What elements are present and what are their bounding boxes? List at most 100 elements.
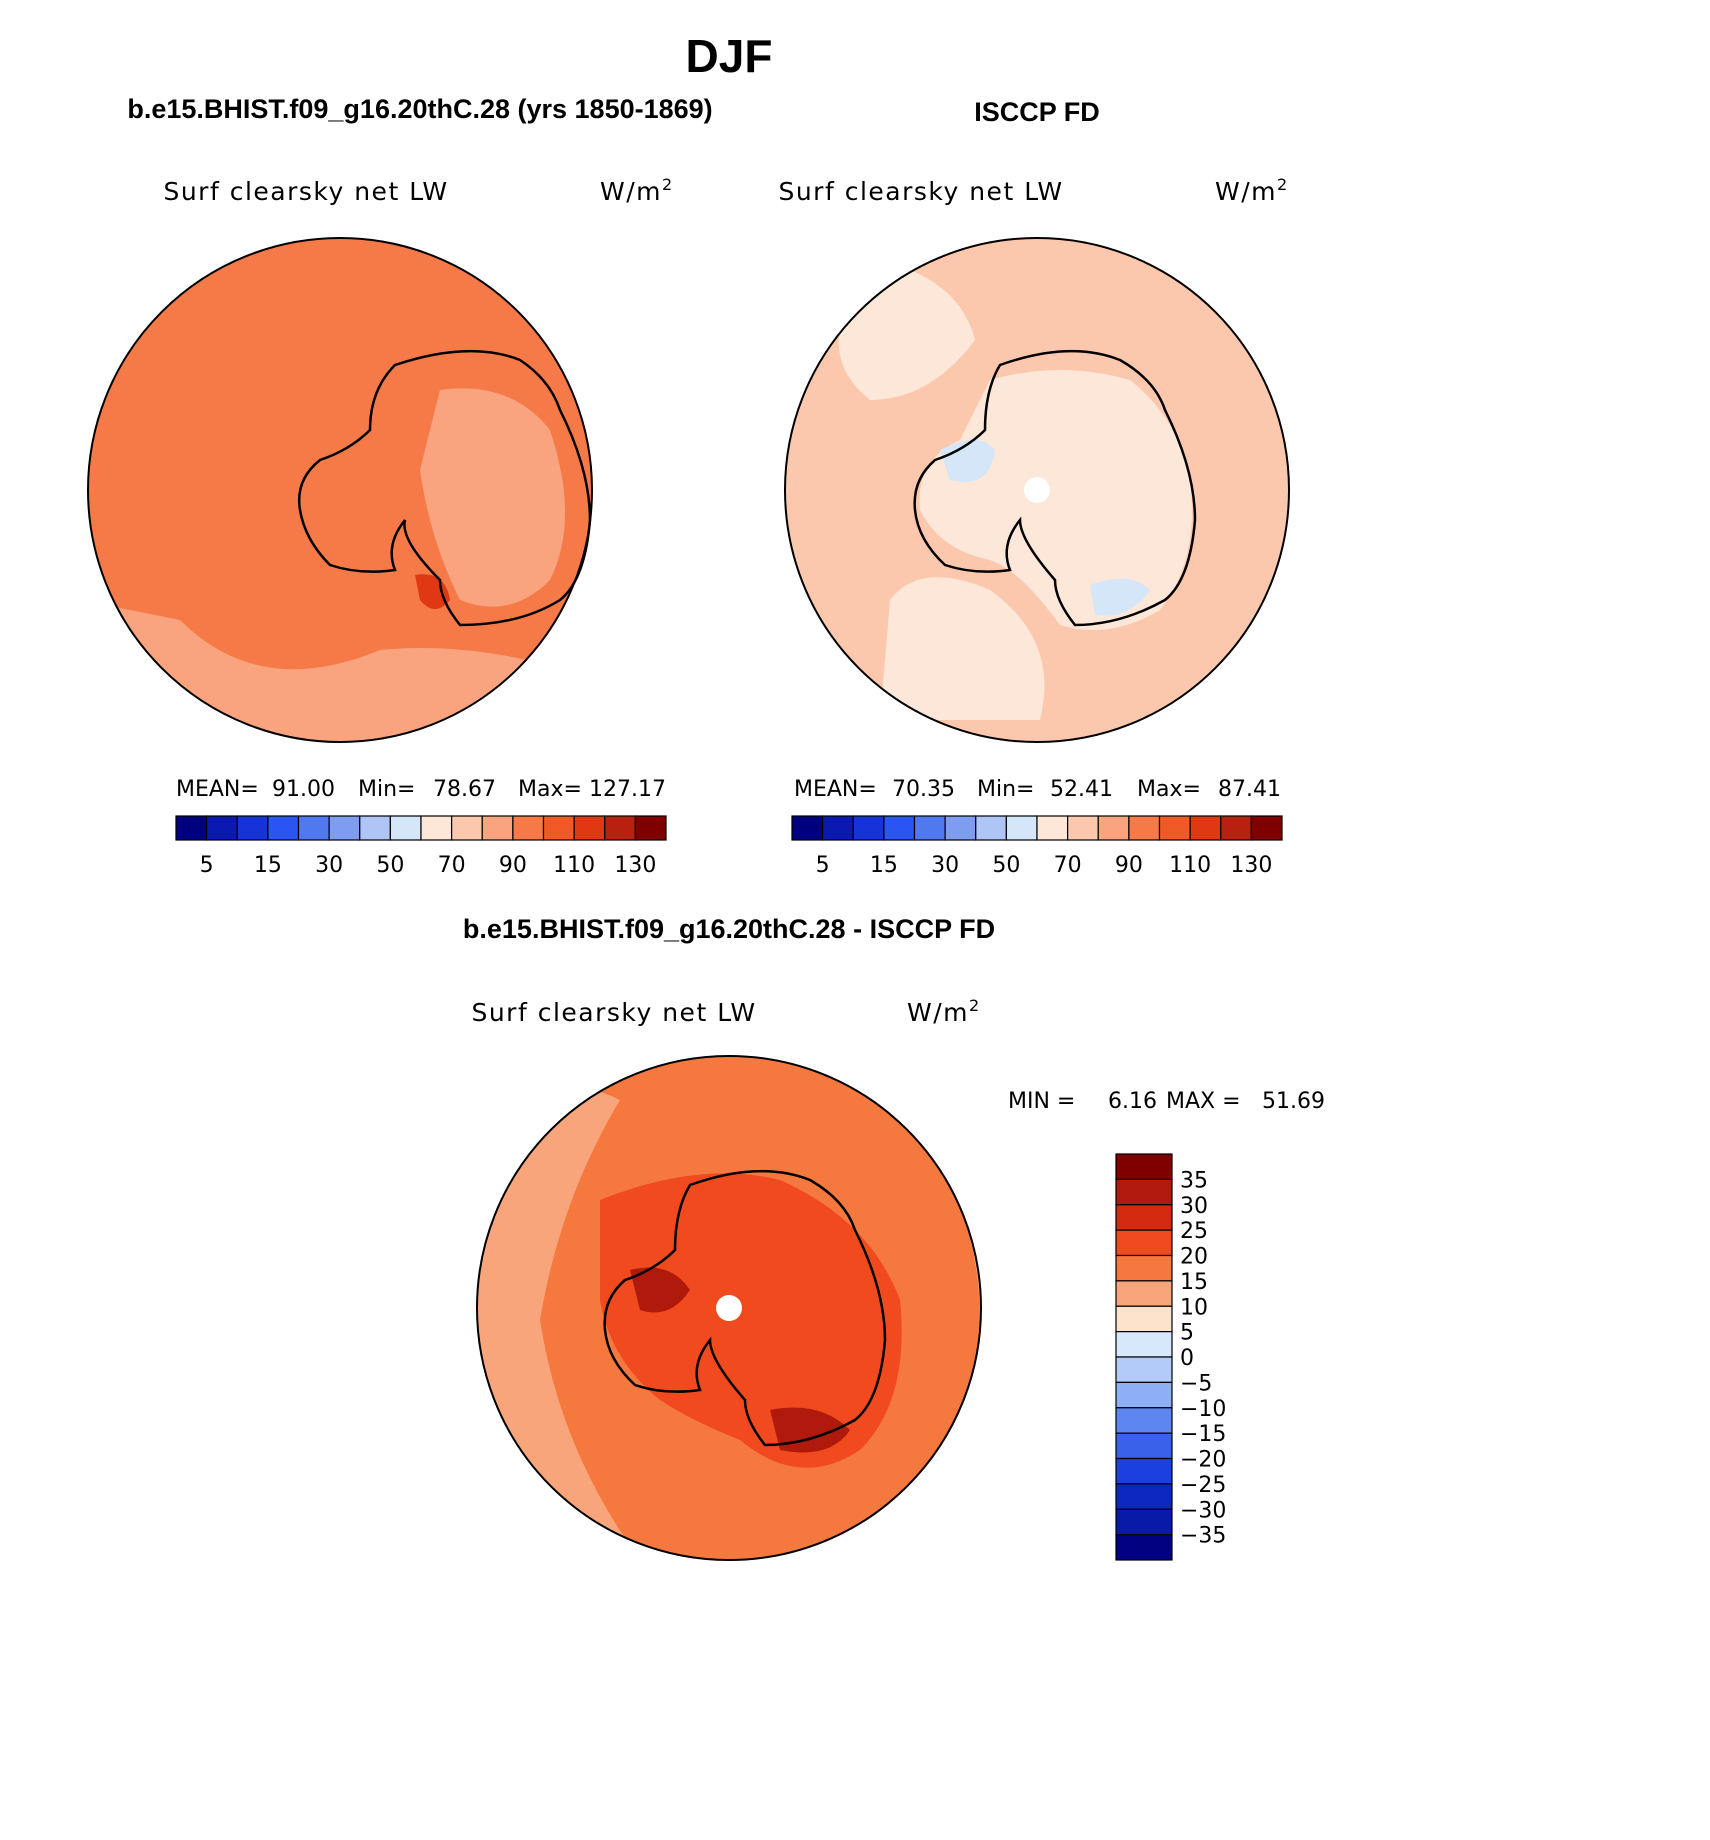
obs-colorbar-box — [1220, 815, 1252, 841]
diff-colorbar-tick-label: 5 — [1180, 1321, 1194, 1346]
model-colorbar-tick-label: 110 — [553, 853, 595, 878]
obs-min-label: Min= — [977, 777, 1034, 802]
obs-map-light-band-2 — [880, 577, 1045, 720]
diff-colorbar-tick-label: 30 — [1180, 1194, 1208, 1219]
diff-colorbar-tick-label: 20 — [1180, 1245, 1208, 1270]
season-title: DJF — [686, 30, 773, 82]
obs-colorbar-box — [1189, 815, 1222, 841]
obs-max-value: 87.41 — [1218, 777, 1281, 802]
obs-colorbar-box — [913, 815, 946, 841]
obs-colorbar-tick-label: 50 — [992, 853, 1020, 878]
model-coastline — [297, 349, 592, 627]
diff-units-label: W/m2 — [907, 996, 981, 1027]
obs-map-cool-patch-1 — [940, 440, 995, 482]
model-title: b.e15.BHIST.f09_g16.20thC.28 (yrs 1850-1… — [127, 94, 712, 124]
obs-colorbar: 5 15 30 50 70 90 110 130 — [791, 815, 1283, 878]
obs-colorbar-box — [1067, 815, 1099, 841]
obs-colorbar-box — [852, 815, 885, 841]
model-map-border — [87, 237, 593, 743]
model-colorbar-box — [359, 815, 391, 841]
obs-colorbar-box — [822, 815, 854, 841]
diff-max-value: 51.69 — [1262, 1089, 1325, 1114]
diff-colorbar-tick-label: −25 — [1180, 1473, 1226, 1498]
obs-colorbar-box — [975, 815, 1007, 841]
diff-colorbar-box — [1115, 1229, 1173, 1257]
model-colorbar-tick-label: 30 — [315, 853, 343, 878]
diff-map — [476, 1055, 982, 1561]
diff-coastline — [603, 1169, 887, 1447]
model-min-value: 78.67 — [433, 777, 496, 802]
model-mean-value: 91.00 — [272, 777, 335, 802]
model-map-interior-patch — [420, 388, 565, 607]
model-mean-label: MEAN= — [176, 777, 259, 802]
obs-colorbar-box — [1250, 815, 1283, 841]
diff-colorbar-box — [1115, 1254, 1173, 1282]
model-colorbar-box — [236, 815, 269, 841]
diff-min-label: MIN = — [1008, 1089, 1075, 1114]
model-variable-label: Surf clearsky net LW — [163, 177, 448, 206]
model-colorbar-tick-label: 70 — [438, 853, 466, 878]
obs-coastline — [913, 349, 1197, 627]
diff-colorbar-box — [1115, 1483, 1173, 1510]
diff-colorbar-box — [1115, 1305, 1173, 1333]
obs-colorbar-tick-label: 130 — [1230, 853, 1272, 878]
obs-colorbar-tick-label: 5 — [816, 853, 830, 878]
obs-units-label: W/m2 — [1215, 175, 1289, 206]
diff-colorbar-tick-label: 0 — [1180, 1346, 1194, 1371]
model-colorbar-tick-label: 130 — [614, 853, 656, 878]
model-colorbar-box — [512, 815, 545, 841]
obs-colorbar-tick-label: 110 — [1169, 853, 1211, 878]
obs-colorbar-box — [1036, 815, 1069, 841]
model-colorbar-box — [297, 815, 330, 841]
diff-title: b.e15.BHIST.f09_g16.20thC.28 - ISCCP FD — [463, 914, 995, 944]
obs-mean-label: MEAN= — [794, 777, 877, 802]
diff-colorbar-tick-label: −5 — [1180, 1371, 1212, 1396]
obs-max-label: Max= — [1137, 777, 1201, 802]
model-colorbar-box — [267, 815, 300, 841]
diff-colorbar-tick-label: 25 — [1180, 1219, 1208, 1244]
model-colorbar-box — [542, 815, 575, 841]
diff-colorbar-tick-label: 15 — [1180, 1270, 1208, 1295]
obs-colorbar-box — [1128, 815, 1161, 841]
diff-colorbar-box — [1115, 1432, 1173, 1460]
diff-stats: MIN = 6.16 MAX = 51.69 — [1008, 1089, 1325, 1114]
obs-colorbar-box — [1158, 815, 1191, 841]
model-stats: MEAN= 91.00 Min= 78.67 Max= 127.17 — [176, 777, 666, 802]
diff-max-label: MAX = — [1166, 1089, 1241, 1114]
obs-map-border — [784, 237, 1290, 743]
diff-colorbar-box — [1115, 1457, 1173, 1485]
model-max-label: Max= — [518, 777, 582, 802]
model-colorbar-box — [420, 815, 453, 841]
obs-colorbar-tick-label: 70 — [1054, 853, 1082, 878]
diff-colorbar-box — [1115, 1153, 1173, 1180]
model-colorbar: 5 15 30 50 70 90 110 130 — [175, 815, 667, 878]
diff-colorbar-box — [1115, 1204, 1173, 1231]
diff-colorbar-box — [1115, 1356, 1173, 1383]
obs-colorbar-box — [1097, 815, 1130, 841]
diff-colorbar-box — [1115, 1381, 1173, 1409]
diff-pole-hole — [716, 1295, 742, 1321]
model-colorbar-box — [206, 815, 238, 841]
diff-colorbar-box — [1115, 1331, 1173, 1358]
diff-colorbar-tick-label: −35 — [1180, 1524, 1226, 1549]
obs-colorbar-box — [944, 815, 977, 841]
model-colorbar-box — [328, 815, 361, 841]
obs-colorbar-box — [791, 815, 824, 841]
obs-pole-hole — [1024, 477, 1050, 503]
diff-colorbar-box — [1115, 1534, 1173, 1561]
model-colorbar-box — [634, 815, 667, 841]
diff-variable-label: Surf clearsky net LW — [471, 998, 756, 1027]
diff-colorbar-box — [1115, 1178, 1173, 1206]
diff-colorbar-tick-label: −15 — [1180, 1422, 1226, 1447]
diff-colorbar-box — [1115, 1280, 1173, 1307]
obs-map-interior — [919, 370, 1192, 630]
obs-mean-value: 70.35 — [892, 777, 955, 802]
model-colorbar-box — [175, 815, 208, 841]
obs-min-value: 52.41 — [1050, 777, 1113, 802]
obs-title: ISCCP FD — [974, 97, 1100, 127]
model-units-label: W/m2 — [600, 175, 674, 206]
model-colorbar-box — [573, 815, 606, 841]
model-colorbar-box — [604, 815, 636, 841]
